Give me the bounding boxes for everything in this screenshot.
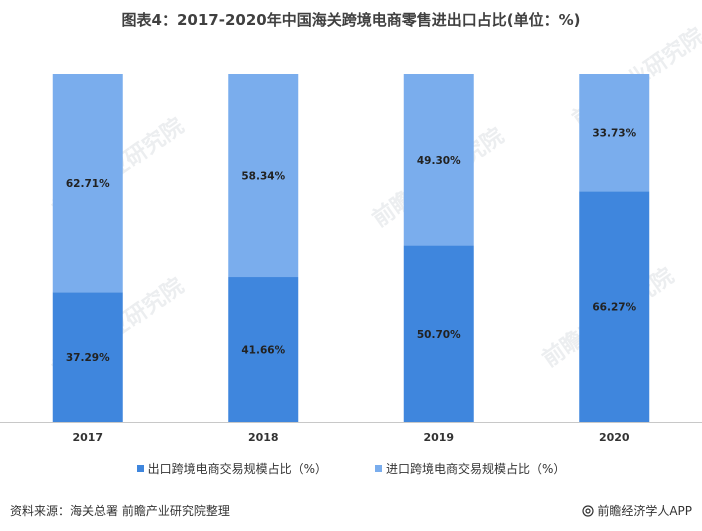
data-label: 58.34% [241, 171, 285, 183]
legend-swatch-import [375, 465, 382, 472]
at-sign-icon [582, 504, 594, 517]
brand-label: 前瞻经济学人APP [597, 504, 692, 518]
x-tick-label: 2017 [72, 431, 103, 444]
data-label: 49.30% [417, 155, 461, 167]
x-tick-label: 2018 [248, 431, 279, 444]
bar-export [228, 277, 299, 422]
data-label: 37.29% [66, 352, 110, 364]
x-tick-label: 2019 [423, 431, 454, 444]
source-note: 资料来源：海关总署 前瞻产业研究院整理 [10, 504, 230, 518]
bar-export [579, 191, 650, 422]
legend-label-export: 出口跨境电商交易规模占比（%） [147, 462, 327, 476]
data-label: 33.73% [592, 128, 636, 140]
bar-import [52, 74, 123, 293]
bar-import [228, 74, 299, 278]
chart-title: 图表4：2017-2020年中国海关跨境电商零售进出口占比(单位：%) [121, 11, 581, 29]
data-label: 66.27% [592, 302, 636, 314]
data-label: 62.71% [66, 178, 110, 190]
legend-item-import: 进口跨境电商交易规模占比（%） [375, 460, 565, 477]
data-label: 41.66% [241, 345, 285, 357]
legend-swatch-export [136, 465, 144, 472]
legend: 出口跨境电商交易规模占比（%） 进口跨境电商交易规模占比（%） [0, 460, 702, 477]
legend-label-import: 进口跨境电商交易规模占比（%） [386, 462, 566, 476]
legend-item-export: 出口跨境电商交易规模占比（%） [136, 460, 327, 477]
bar-import [403, 74, 474, 246]
bar-export [403, 245, 474, 422]
brand: 前瞻经济学人APP [582, 502, 692, 519]
bar-import [579, 74, 650, 192]
x-tick-label: 2020 [599, 431, 630, 444]
bar-export [52, 292, 123, 422]
stacked-bar-chart: 37.29% 62.71% 2017 41.66% 58.34% 2018 50.70% 49… [0, 74, 702, 444]
data-label: 50.70% [417, 329, 461, 341]
